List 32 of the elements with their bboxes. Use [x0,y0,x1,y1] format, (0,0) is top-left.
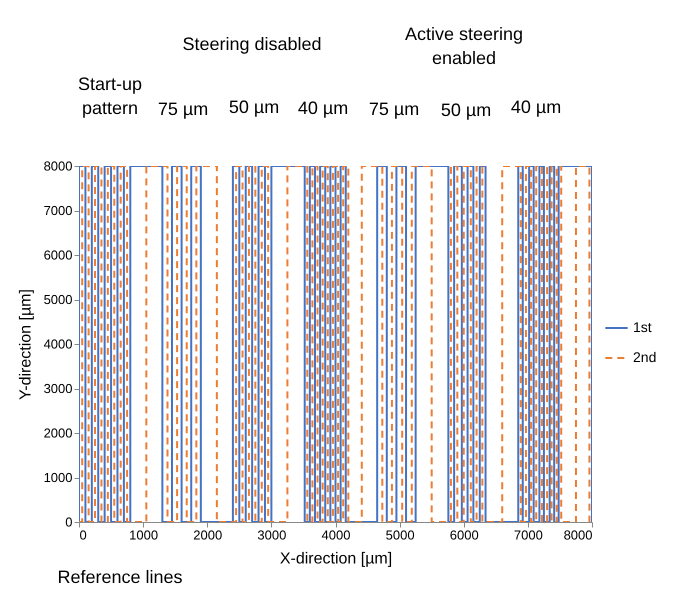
text: Reference lines [57,567,183,587]
x-tick-label: 4000 [322,528,350,542]
x-tick-label: 6000 [450,528,479,542]
x-tick-label: 2000 [193,528,222,542]
text: 40 µm [510,97,562,117]
y-tick-label: 1000 [44,470,72,485]
y-axis-title: Y-direction [µm] [18,289,35,400]
text: 75 µm [368,99,420,119]
y-tick-label: 3000 [44,381,72,396]
y-tick-label: 7000 [44,203,72,218]
x-tick-label: 3000 [257,528,286,542]
y-tick-label: 8000 [44,158,72,174]
y-tick-label: 4000 [44,336,72,352]
x-tick-label: 0 [80,528,87,542]
text: Active steering enabled [404,24,524,68]
text: 40 µm [298,98,348,118]
legend-label: 1st [633,319,652,336]
y-tick-label: 5000 [44,292,72,307]
y-tick-label: 6000 [44,248,72,262]
x-tick-label: 5000 [386,528,415,542]
x-tick-label: 8000 [564,528,592,542]
text: 50 µm [228,97,280,117]
y-tick-label: 0 [65,514,72,530]
x-tick-label: 1000 [129,528,158,542]
x-axis-title: X-direction [µm] [280,550,392,568]
text: Start-up pattern [78,74,142,118]
text: 75 µm [158,99,208,119]
legend-label: 2nd [633,349,656,366]
y-tick-label: 2000 [44,426,72,440]
text: 50 µm [440,100,492,120]
text: Steering disabled [182,34,322,54]
x-tick-label: 7000 [514,528,543,542]
